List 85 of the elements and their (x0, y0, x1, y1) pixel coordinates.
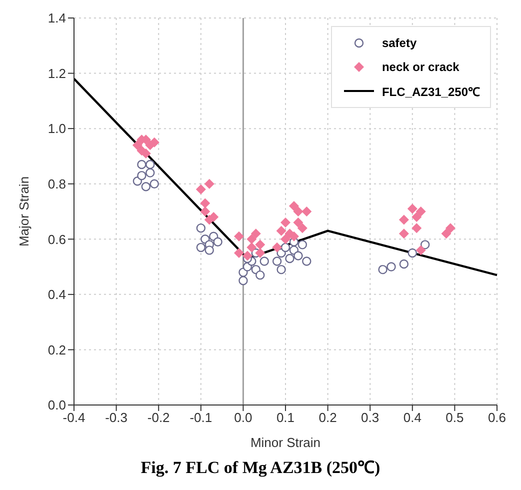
point (246, 242, 257, 252)
point (416, 206, 426, 216)
legend-label: safety (382, 36, 417, 50)
point (141, 182, 151, 192)
point (132, 140, 142, 150)
point (293, 206, 304, 216)
y-tick-label: 0.0 (48, 398, 66, 413)
point (297, 223, 308, 234)
point (280, 234, 290, 244)
text: Fig. 7 FLC of Mg AZ31B (250℃) (140, 457, 382, 478)
x-tick-label: 0.2 (318, 410, 337, 426)
point (146, 168, 155, 178)
point (399, 259, 409, 269)
point (204, 178, 214, 189)
point (302, 206, 312, 216)
point (276, 264, 286, 274)
point (256, 270, 265, 280)
y-tick-label: 1.4 (48, 10, 66, 26)
point (302, 256, 312, 266)
point (234, 231, 244, 242)
y-tick-label: 1.0 (48, 121, 66, 136)
point (200, 206, 210, 216)
x-tick-label: -0.4 (62, 410, 86, 426)
point (398, 228, 409, 239)
point (272, 242, 282, 252)
x-tick-label: -0.1 (190, 410, 212, 426)
point (242, 250, 252, 261)
legend-label: FLC_AZ31_250℃ (382, 84, 480, 100)
y-tick-label: 0.8 (48, 176, 66, 192)
point (260, 256, 269, 266)
point (280, 242, 290, 252)
point (137, 170, 146, 180)
point (412, 223, 422, 234)
point (137, 160, 146, 170)
x-tick-label: -0.3 (105, 410, 128, 426)
point (293, 218, 304, 228)
y-tick-label: 1.2 (48, 66, 66, 81)
point (412, 212, 422, 222)
x-tick-label: 0.1 (276, 410, 295, 426)
point (208, 212, 219, 222)
y-tick-label: 0.4 (48, 287, 66, 302)
point (378, 264, 388, 274)
point (213, 237, 222, 247)
x-tick-label: 0.3 (361, 410, 380, 426)
x-tick-label: -0.2 (147, 410, 170, 426)
point (288, 200, 299, 211)
point (445, 223, 456, 234)
y-tick-label: 0.2 (48, 342, 66, 358)
x-tick-label: 0.6 (488, 410, 506, 426)
x-tick-label: 0.4 (403, 410, 422, 426)
point (140, 148, 151, 158)
point (196, 223, 206, 233)
y-axis-title: Major Strain (16, 176, 32, 247)
x-tick-label: 0.5 (446, 410, 464, 426)
y-tick-label: 0.6 (48, 232, 66, 247)
point (398, 214, 409, 225)
point (294, 251, 303, 260)
point (272, 256, 282, 266)
point (150, 179, 159, 188)
point (441, 228, 452, 239)
point (280, 218, 290, 228)
point (238, 276, 248, 286)
point (276, 226, 286, 236)
point (285, 254, 294, 264)
point (420, 240, 430, 250)
point (246, 234, 257, 244)
point (146, 160, 155, 170)
point (416, 245, 426, 256)
point (234, 248, 244, 258)
point (255, 248, 266, 258)
point (250, 228, 261, 239)
point (408, 248, 417, 258)
x-tick-label: 0.0 (234, 410, 252, 426)
point (386, 262, 396, 272)
line-series (74, 78, 497, 276)
point (204, 246, 214, 255)
x-axis-title: Minor Strain (250, 435, 321, 450)
point (196, 184, 206, 194)
legend-label: neck or crack (382, 60, 460, 74)
point (298, 240, 308, 250)
point (196, 242, 206, 252)
point (149, 137, 160, 148)
point (200, 198, 210, 208)
point (407, 204, 418, 214)
point (255, 240, 266, 250)
